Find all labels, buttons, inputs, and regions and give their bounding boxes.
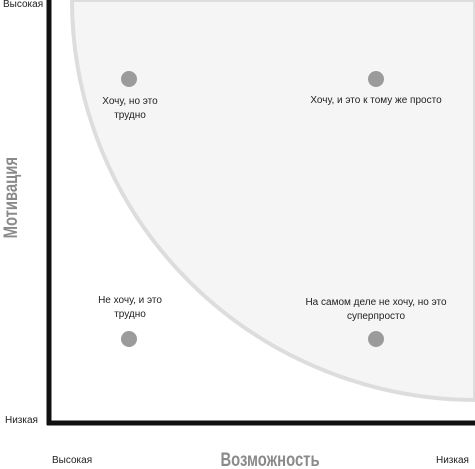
quadrant-label-top-right: Хочу, и это к тому же просто [296,94,456,108]
x-axis-low-label: Низкая [436,455,469,466]
quadrant-marker-bottom-right [368,331,384,347]
quadrant-marker-top-left [121,71,137,87]
quadrant-label-line: трудно [114,110,146,121]
quadrant-label-bottom-right: На самом деле не хочу, но это суперпрост… [291,296,461,324]
quadrant-label-line: Не хочу, и это [98,295,162,306]
quadrant-marker-top-right [368,71,384,87]
y-axis-low-label: Низкая [5,415,38,426]
quadrant-label-line: На самом деле не хочу, но это [305,297,447,308]
x-axis-high-label: Высокая [52,455,93,466]
y-axis-title: Мотивация [1,156,22,239]
quadrant-label-line: трудно [114,309,146,320]
action-line-region [69,0,475,403]
quadrant-label-bottom-left: Не хочу, и это трудно [80,294,180,322]
quadrant-label-line: суперпросто [346,311,406,322]
quadrant-label-line: Хочу, и это к тому же просто [310,95,442,106]
x-axis-title: Возможность [220,450,320,469]
quadrant-marker-bottom-left [121,331,137,347]
y-axis-high-label: Высокая [3,0,44,10]
quadrant-label-top-left: Хочу, но это трудно [80,95,180,123]
quadrant-label-line: Хочу, но это [102,96,158,107]
